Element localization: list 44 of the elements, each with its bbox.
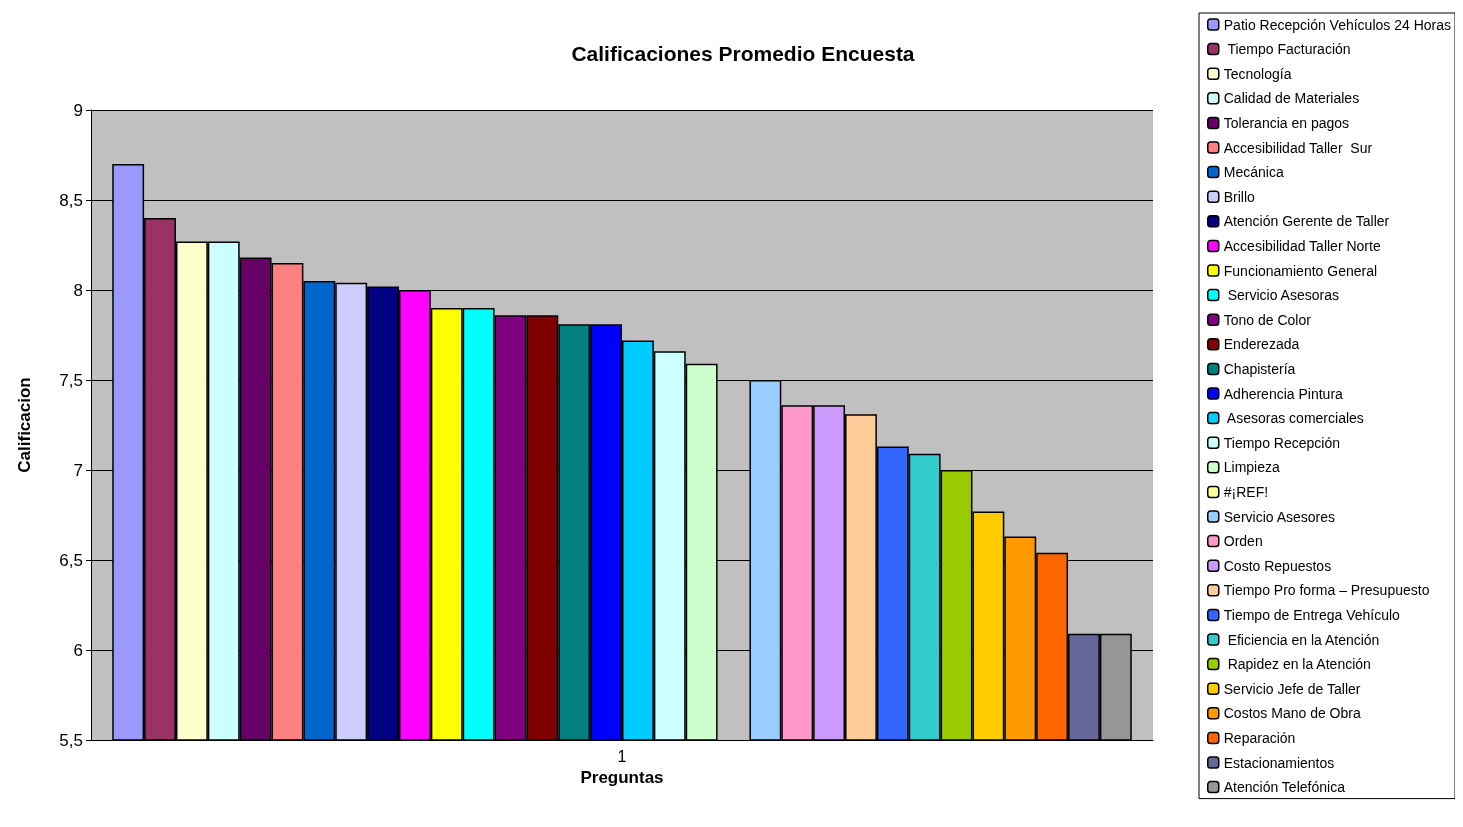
legend-label: Servicio Jefe de Taller: [1223, 680, 1361, 697]
x-tick-label: 1: [617, 747, 627, 765]
y-axis-title: Calificacion: [15, 377, 34, 473]
x-axis-title: Preguntas: [580, 767, 664, 787]
legend-label: Tiempo Facturación: [1223, 41, 1351, 58]
legend-label: Costos Mano de Obra: [1223, 705, 1361, 722]
legend-label: Tolerancia en pagos: [1223, 114, 1350, 131]
legend-label: Tono de Color: [1223, 311, 1312, 328]
legend-label: Chapistería: [1223, 360, 1296, 377]
y-tick-label: 7,5: [59, 370, 83, 390]
legend-label: Servicio Asesores: [1223, 508, 1336, 525]
y-tick-label: 6: [73, 640, 83, 660]
y-tick-label: 5,5: [59, 730, 83, 750]
y-tick-label: 9: [73, 100, 83, 120]
y-tick-label: 6,5: [59, 550, 83, 570]
legend-label: Atención Gerente de Taller: [1223, 213, 1390, 230]
legend-label: Atención Telefónica: [1223, 779, 1346, 796]
legend-label: Eficiencia en la Atención: [1223, 631, 1380, 648]
legend-label: Servicio Asesoras: [1223, 287, 1339, 304]
legend-label: Tiempo Recepción: [1223, 434, 1340, 451]
legend-label: Adherencia Pintura: [1223, 385, 1344, 402]
legend-label: Funcionamiento General: [1223, 262, 1378, 279]
legend-label: Costo Repuestos: [1223, 557, 1332, 574]
chart-title: Calificaciones Promedio Encuesta: [571, 42, 915, 65]
legend-label: Asesoras comerciales: [1223, 410, 1364, 427]
legend-label: Calidad de Materiales: [1223, 90, 1360, 107]
legend-label: Tiempo de Entrega Vehículo: [1223, 606, 1401, 623]
legend-label: Accesibilidad Taller Sur: [1223, 139, 1373, 156]
legend-label: Limpieza: [1223, 459, 1280, 476]
legend-label: Rapidez en la Atención: [1223, 656, 1371, 673]
legend-label: Enderezada: [1223, 336, 1300, 353]
legend-label: Tecnología: [1223, 65, 1292, 82]
legend-label: Orden: [1223, 533, 1263, 550]
y-tick-label: 8: [73, 280, 83, 300]
y-tick-label: 8,5: [59, 190, 83, 210]
legend-label: Tiempo Pro forma – Presupuesto: [1223, 582, 1430, 599]
legend-label: Brillo: [1223, 188, 1256, 205]
legend-label: Mecánica: [1223, 164, 1284, 181]
legend-label: Estacionamientos: [1223, 754, 1335, 771]
legend-label: Patio Recepción Vehículos 24 Horas: [1223, 16, 1451, 33]
legend-label: #¡REF!: [1223, 483, 1269, 500]
y-tick-label: 7: [73, 460, 83, 480]
legend-label: Accesibilidad Taller Norte: [1223, 237, 1381, 254]
legend-label: Reparación: [1223, 729, 1296, 746]
